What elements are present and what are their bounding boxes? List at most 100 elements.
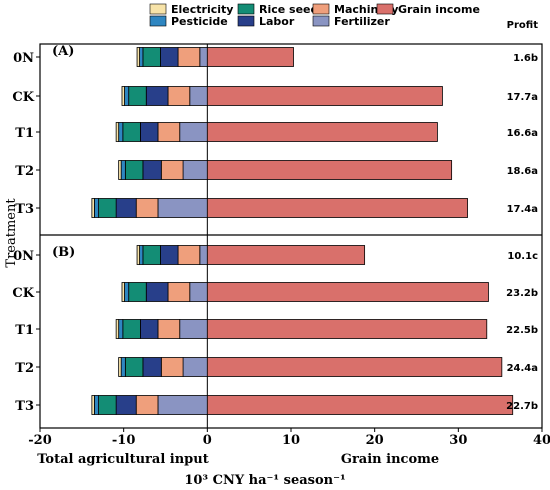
x-tick-label: 10 [282, 433, 300, 448]
bar-labor [115, 198, 137, 218]
y-tick-label: T1 [15, 323, 34, 338]
legend-label-grain_income: Grain income [398, 3, 480, 16]
panel-label: (B) [52, 245, 75, 260]
bar-fertilizer [182, 160, 208, 180]
profit-label: 22.5b [506, 325, 538, 336]
bar-pesticide [124, 282, 130, 302]
legend-swatch-rice_seed [237, 3, 255, 15]
legend-label-pesticide: Pesticide [171, 15, 228, 28]
legend-swatch-machinery [312, 3, 330, 15]
x-axis-title-left: Total agricultural input [37, 452, 208, 467]
bar-electricity [115, 122, 120, 142]
bar-electricity [136, 47, 140, 67]
bar-pesticide [93, 395, 99, 415]
bar-grain-income [206, 357, 503, 377]
bar-rice_seed [124, 160, 144, 180]
bar-fertilizer [157, 395, 208, 415]
bar-rice_seed [142, 245, 161, 265]
bar-rice_seed [128, 282, 147, 302]
y-tick-label: T1 [15, 126, 34, 141]
bar-pesticide [124, 86, 130, 106]
y-tick-label: T3 [15, 202, 34, 217]
legend-swatch-labor [237, 15, 255, 27]
legend-label-electricity: Electricity [171, 3, 233, 16]
bar-rice_seed [142, 47, 161, 67]
bar-electricity [118, 357, 122, 377]
bar-pesticide [118, 319, 124, 339]
bar-machinery [135, 198, 159, 218]
bar-pesticide [118, 122, 124, 142]
profit-label: 10.1c [507, 251, 538, 262]
bar-grain-income [206, 86, 443, 106]
bar-grain-income [206, 198, 468, 218]
bar-pesticide [139, 245, 144, 265]
x-axis-title-right: Grain income [341, 452, 439, 467]
bar-fertilizer [157, 198, 208, 218]
bar-labor [142, 160, 162, 180]
bar-grain-income [206, 395, 514, 415]
bar-machinery [157, 122, 181, 142]
legend-label-rice_seed: Rice seed [259, 3, 318, 16]
bar-electricity [121, 86, 125, 106]
bar-machinery [177, 47, 201, 67]
bar-pesticide [93, 198, 99, 218]
bar-fertilizer [199, 245, 208, 265]
y-tick-label: T2 [15, 361, 34, 376]
profit-label: 16.6a [507, 128, 538, 139]
bar-machinery [167, 282, 191, 302]
bar-electricity [136, 245, 140, 265]
bar-electricity [91, 395, 95, 415]
plot-area: -20 -10 0 10 20 30 40 (A) 0N 1.6b CK 17.7a T1 16.6a T2… [12, 43, 550, 448]
bar-fertilizer [182, 357, 208, 377]
bar-labor [142, 357, 162, 377]
bar-labor [139, 122, 159, 142]
bar-electricity [121, 282, 125, 302]
bar-rice_seed [98, 198, 117, 218]
legend-swatch-pesticide [149, 15, 167, 27]
x-tick-label: 0 [203, 433, 212, 448]
panel-label: (A) [52, 44, 74, 59]
bar-labor [115, 395, 137, 415]
bar-fertilizer [179, 122, 208, 142]
y-tick-label: T3 [15, 399, 34, 414]
bar-machinery [160, 357, 184, 377]
bar-labor [160, 245, 179, 265]
bar-machinery [167, 86, 191, 106]
y-tick-label: 0N [13, 249, 34, 264]
bar-grain-income [206, 160, 453, 180]
bar-labor [145, 282, 169, 302]
x-tick-label: 30 [449, 433, 467, 448]
bar-fertilizer [199, 47, 208, 67]
y-tick-label: CK [12, 90, 34, 105]
bar-labor [139, 319, 159, 339]
bar-rice_seed [124, 357, 144, 377]
bar-grain-income [206, 122, 438, 142]
bar-machinery [157, 319, 181, 339]
x-tick-label: 40 [533, 433, 550, 448]
unit-label: 10³ CNY ha⁻¹ season⁻¹ [184, 473, 345, 488]
y-tick-label: T2 [15, 164, 34, 179]
profit-label: 1.6b [513, 53, 538, 64]
bar-grain-income [206, 47, 294, 67]
legend-swatch-fertilizer [312, 15, 330, 27]
bar-pesticide [120, 160, 126, 180]
profit-label: 24.4a [507, 363, 538, 374]
bar-fertilizer [189, 282, 208, 302]
bar-labor [160, 47, 179, 67]
bar-grain-income [206, 245, 366, 265]
bar-rice_seed [122, 122, 141, 142]
bar-grain-income [206, 319, 488, 339]
bar-fertilizer [189, 86, 208, 106]
bar-fertilizer [179, 319, 208, 339]
bar-grain-income [206, 282, 489, 302]
y-tick-label: 0N [13, 51, 34, 66]
bar-pesticide [139, 47, 144, 67]
bar-electricity [115, 319, 120, 339]
profit-label: 23.2b [506, 288, 538, 299]
profit-label: 17.7a [507, 92, 538, 103]
x-tick-label: -10 [112, 433, 136, 448]
profit-label: 17.4a [507, 204, 538, 215]
bar-rice_seed [128, 86, 147, 106]
